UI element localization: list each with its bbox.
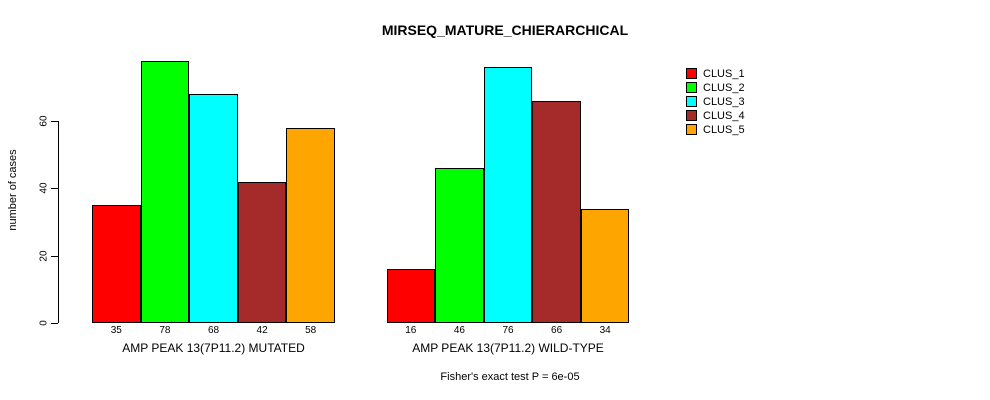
bar-clus_4-group2 bbox=[532, 100, 581, 323]
bar-clus_5-group1 bbox=[286, 127, 335, 323]
bar-clus_4-group1 bbox=[237, 181, 287, 323]
fisher-test-annotation: Fisher's exact test P = 6e-05 bbox=[440, 371, 580, 383]
bar-clus_5-group2 bbox=[580, 208, 630, 323]
bar-clus_2-group1 bbox=[140, 60, 190, 323]
bar-value-label: 76 bbox=[502, 324, 514, 336]
legend-swatch-icon bbox=[686, 124, 697, 135]
y-tick-mark bbox=[51, 323, 58, 324]
y-tick-label: 0 bbox=[38, 320, 50, 326]
legend-label: CLUS_5 bbox=[703, 123, 745, 136]
bar-value-label: 66 bbox=[551, 324, 563, 336]
bar-value-label: 46 bbox=[453, 324, 465, 336]
legend-swatch-icon bbox=[686, 82, 697, 93]
legend-label: CLUS_2 bbox=[703, 81, 745, 94]
legend-label: CLUS_3 bbox=[703, 95, 745, 108]
legend-swatch-icon bbox=[686, 96, 697, 107]
legend-item-clus_1: CLUS_1 bbox=[686, 67, 745, 81]
bar-value-label: 34 bbox=[599, 324, 611, 336]
y-axis-label: number of cases bbox=[7, 149, 19, 231]
group-label: AMP PEAK 13(7P11.2) WILD-TYPE bbox=[412, 341, 604, 355]
y-tick-label: 40 bbox=[38, 182, 50, 194]
bar-clus_1-group2 bbox=[386, 269, 436, 323]
y-tick-mark bbox=[51, 255, 58, 257]
legend-item-clus_4: CLUS_4 bbox=[686, 109, 745, 123]
bar-value-label: 42 bbox=[256, 324, 268, 336]
y-tick-label: 20 bbox=[38, 250, 50, 262]
legend-item-clus_2: CLUS_2 bbox=[686, 81, 745, 95]
chart-title: MIRSEQ_MATURE_CHIERARCHICAL bbox=[381, 22, 629, 38]
bar-clus_3-group1 bbox=[189, 94, 238, 323]
legend-swatch-icon bbox=[686, 68, 697, 79]
bar-value-label: 78 bbox=[159, 324, 171, 336]
bar-clus_1-group1 bbox=[92, 205, 141, 323]
legend-label: CLUS_1 bbox=[703, 67, 745, 80]
legend-item-clus_3: CLUS_3 bbox=[686, 95, 745, 109]
y-axis-line bbox=[58, 121, 59, 323]
bar-value-label: 35 bbox=[110, 324, 122, 336]
bar-clus_2-group2 bbox=[435, 168, 484, 323]
legend-swatch-icon bbox=[686, 110, 697, 121]
bar-value-label: 58 bbox=[305, 324, 317, 336]
bar-clus_3-group2 bbox=[483, 67, 533, 323]
bar-value-label: 68 bbox=[207, 324, 220, 336]
group-label: AMP PEAK 13(7P11.2) MUTATED bbox=[122, 341, 305, 355]
y-tick-label: 60 bbox=[38, 115, 50, 127]
y-tick-mark bbox=[51, 121, 58, 123]
bar-value-label: 16 bbox=[405, 324, 417, 336]
legend-item-clus_5: CLUS_5 bbox=[686, 123, 745, 137]
y-tick-mark bbox=[51, 188, 58, 190]
legend-label: CLUS_4 bbox=[703, 109, 745, 122]
